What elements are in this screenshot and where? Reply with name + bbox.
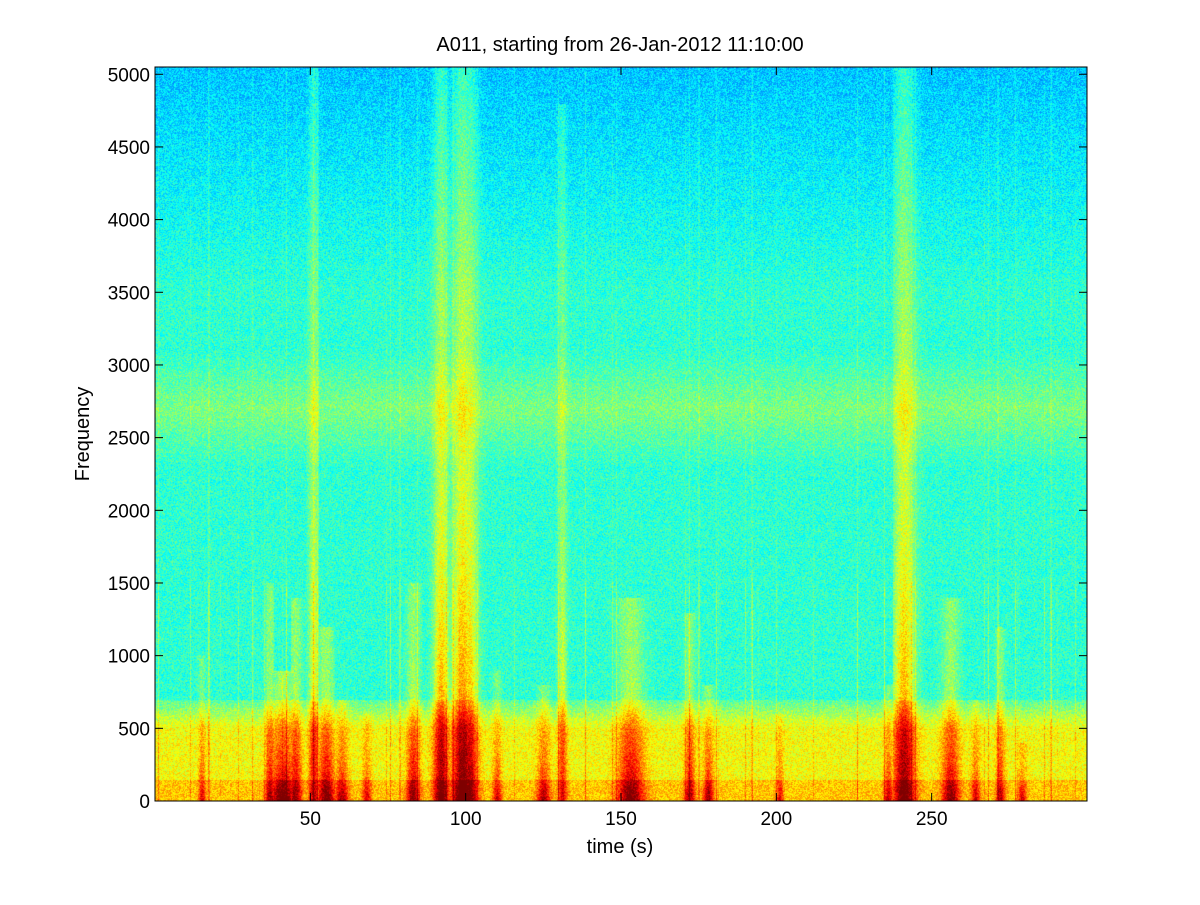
x-tick-label: 50 [300, 809, 321, 830]
y-tick-label: 2000 [108, 501, 150, 522]
y-tick-label: 4500 [108, 138, 150, 159]
x-axis-label: time (s) [587, 836, 654, 858]
x-tick-label: 100 [450, 809, 482, 830]
y-tick-label: 3500 [108, 283, 150, 304]
y-tick-label: 3000 [108, 356, 150, 377]
spectrogram-image [155, 67, 1087, 801]
y-axis: 0 500 1000 1500 2000 2500 3000 3500 4000 4500 5000 [108, 65, 1087, 813]
y-tick-label: 4000 [108, 211, 150, 232]
y-tick-label: 5000 [108, 65, 150, 86]
x-tick-label: 150 [605, 809, 637, 830]
chart-title: A011, starting from 26-Jan-2012 11:10:00 [436, 34, 803, 56]
y-tick-label: 0 [139, 792, 150, 813]
plot-area [154, 66, 1088, 802]
y-tick-label: 1000 [108, 647, 150, 668]
y-tick-label: 500 [118, 719, 150, 740]
y-axis-label: Frequency [72, 387, 94, 482]
x-tick-label: 200 [760, 809, 792, 830]
y-tick-label: 2500 [108, 429, 150, 450]
x-axis: 50 100 150 200 250 [300, 67, 948, 830]
x-tick-label: 250 [916, 809, 948, 830]
y-tick-label: 1500 [108, 574, 150, 595]
